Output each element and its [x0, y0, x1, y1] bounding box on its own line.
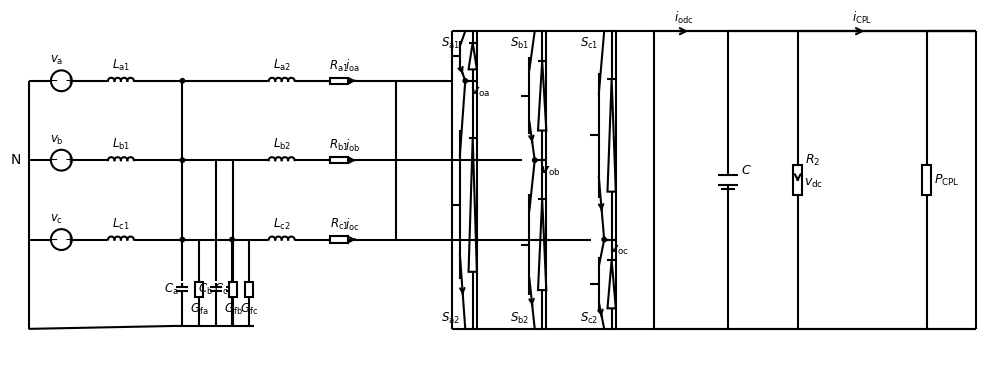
- Text: $\boldsymbol{v}_{\rm oa}$: $\boldsymbol{v}_{\rm oa}$: [470, 86, 490, 99]
- Text: $L_{\rm b2}$: $L_{\rm b2}$: [273, 137, 291, 153]
- Text: $-$: $-$: [47, 153, 59, 166]
- Text: $C_{\rm c}$: $C_{\rm c}$: [214, 282, 228, 297]
- Text: $-$: $-$: [47, 233, 59, 246]
- Circle shape: [180, 78, 185, 83]
- Text: $R_{\rm a1}$: $R_{\rm a1}$: [329, 58, 349, 74]
- Text: $S_{\rm b2}$: $S_{\rm b2}$: [510, 311, 529, 326]
- Text: $G_{\rm fa}$: $G_{\rm fa}$: [190, 301, 209, 317]
- Text: $i_{\rm oc}$: $i_{\rm oc}$: [345, 217, 359, 233]
- Circle shape: [463, 78, 467, 83]
- Circle shape: [180, 237, 185, 242]
- Text: $L_{\rm b1}$: $L_{\rm b1}$: [112, 137, 130, 153]
- Text: $v_{\rm a}$: $v_{\rm a}$: [50, 54, 63, 68]
- Text: $+$: $+$: [64, 153, 75, 166]
- Text: $i_{\rm CPL}$: $i_{\rm CPL}$: [852, 10, 872, 26]
- Text: $v_{\rm b}$: $v_{\rm b}$: [50, 134, 63, 147]
- Text: $L_{\rm c1}$: $L_{\rm c1}$: [112, 217, 130, 232]
- Text: $-$: $-$: [47, 74, 59, 87]
- Text: $\boldsymbol{v}_{\rm oc}$: $\boldsymbol{v}_{\rm oc}$: [609, 243, 629, 257]
- Text: $S_{\rm c1}$: $S_{\rm c1}$: [580, 36, 599, 51]
- Text: $C_{\rm a}$: $C_{\rm a}$: [164, 282, 179, 297]
- Text: $R_{\rm b1}$: $R_{\rm b1}$: [329, 138, 349, 153]
- Text: $v_{\rm dc}$: $v_{\rm dc}$: [804, 176, 823, 189]
- Text: $S_{\rm b1}$: $S_{\rm b1}$: [510, 36, 529, 51]
- Circle shape: [533, 158, 537, 162]
- Bar: [245, 282, 253, 297]
- Bar: [229, 282, 237, 297]
- Text: $S_{\rm c2}$: $S_{\rm c2}$: [580, 311, 599, 326]
- Text: $R_2$: $R_2$: [805, 153, 820, 168]
- Bar: [330, 236, 348, 243]
- Bar: [793, 165, 802, 195]
- Text: $i_{\rm ob}$: $i_{\rm ob}$: [345, 138, 360, 154]
- Bar: [922, 165, 931, 195]
- Circle shape: [230, 237, 234, 242]
- Text: $L_{\rm a2}$: $L_{\rm a2}$: [273, 58, 291, 73]
- Text: $S_{\rm a1}$: $S_{\rm a1}$: [441, 36, 460, 51]
- Text: $v_{\rm c}$: $v_{\rm c}$: [50, 213, 63, 226]
- Text: $+$: $+$: [64, 233, 75, 246]
- Text: $\boldsymbol{v}_{\rm ob}$: $\boldsymbol{v}_{\rm ob}$: [540, 165, 560, 178]
- Text: $G_{\rm fb}$: $G_{\rm fb}$: [224, 301, 242, 317]
- Circle shape: [602, 237, 606, 242]
- Bar: [195, 282, 203, 297]
- Circle shape: [180, 158, 185, 162]
- Bar: [330, 77, 348, 84]
- Text: $i_{\rm oa}$: $i_{\rm oa}$: [345, 58, 359, 74]
- Text: $C_{\rm b}$: $C_{\rm b}$: [198, 282, 213, 297]
- Bar: [330, 157, 348, 164]
- Text: $C$: $C$: [741, 164, 752, 177]
- Text: N: N: [11, 153, 21, 167]
- Text: $i_{\rm odc}$: $i_{\rm odc}$: [674, 10, 694, 26]
- Text: $L_{\rm a1}$: $L_{\rm a1}$: [112, 58, 130, 73]
- Text: $P_{\rm CPL}$: $P_{\rm CPL}$: [934, 173, 959, 188]
- Text: $G_{\rm fc}$: $G_{\rm fc}$: [240, 301, 258, 317]
- Text: $S_{\rm a2}$: $S_{\rm a2}$: [441, 311, 460, 326]
- Text: $R_{\rm c1}$: $R_{\rm c1}$: [330, 217, 349, 233]
- Text: $+$: $+$: [64, 74, 75, 87]
- Text: $L_{\rm c2}$: $L_{\rm c2}$: [273, 217, 290, 232]
